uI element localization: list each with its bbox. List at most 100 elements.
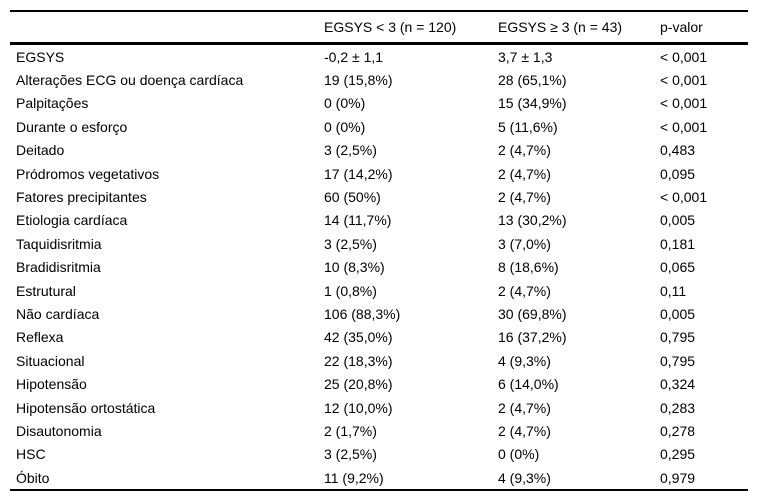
row-label: Situacional — [16, 352, 85, 369]
table-row: Taquidisritmia 3 (2,5%) 3 (7,0%) 0,181 — [10, 232, 748, 255]
cell-egsys-lt3: 10 (8,3%) — [324, 259, 385, 276]
cell-egsys-lt3: 3 (2,5%) — [324, 142, 377, 159]
cell-p-value: 0,795 — [660, 352, 696, 369]
cell-p-value: 0,295 — [660, 446, 696, 463]
cell-egsys-gte3: 15 (34,9%) — [498, 95, 567, 112]
row-label: Alterações ECG ou doença cardíaca — [16, 72, 244, 89]
cell-egsys-gte3: 3,7 ± 1,3 — [498, 48, 553, 65]
row-label: Hipotensão ortostática — [16, 399, 156, 416]
cell-egsys-gte3: 30 (69,8%) — [498, 305, 567, 322]
cell-egsys-lt3: 14 (11,7%) — [324, 212, 392, 229]
cell-egsys-gte3: 2 (4,7%) — [498, 142, 551, 159]
cell-egsys-lt3: 17 (14,2%) — [324, 165, 393, 182]
egsys-comparison-table: EGSYS < 3 (n = 120) EGSYS ≥ 3 (n = 43) p… — [10, 10, 748, 492]
cell-p-value: < 0,001 — [660, 189, 708, 206]
cell-p-value: 0,283 — [660, 399, 696, 416]
cell-egsys-lt3: 0 (0%) — [324, 95, 366, 112]
cell-p-value: 0,979 — [660, 469, 696, 486]
cell-egsys-lt3: 106 (88,3%) — [324, 305, 401, 322]
cell-egsys-lt3: 1 (0,8%) — [324, 282, 377, 299]
row-label: Reflexa — [16, 329, 64, 346]
row-label: Taquidisritmia — [16, 235, 102, 252]
cell-egsys-gte3: 0 (0%) — [498, 446, 540, 463]
cell-egsys-gte3: 13 (30,2%) — [498, 212, 567, 229]
cell-egsys-lt3: 3 (2,5%) — [324, 446, 377, 463]
header-egsys-lt3: EGSYS < 3 (n = 120) — [324, 19, 457, 35]
cell-egsys-gte3: 16 (37,2%) — [498, 329, 567, 346]
cell-egsys-gte3: 4 (9,3%) — [498, 352, 551, 369]
cell-egsys-gte3: 3 (7,0%) — [498, 235, 551, 252]
table-row: Etiologia cardíaca 14 (11,7%) 13 (30,2%)… — [10, 209, 748, 232]
row-label: Durante o esforço — [16, 118, 128, 135]
row-label: Não cardíaca — [16, 305, 100, 322]
table-row: Reflexa 42 (35,0%) 16 (37,2%) 0,795 — [10, 326, 748, 349]
cell-p-value: < 0,001 — [660, 72, 708, 89]
table-row: Palpitações 0 (0%) 15 (34,9%) < 0,001 — [10, 92, 748, 115]
cell-p-value: < 0,001 — [660, 95, 708, 112]
cell-egsys-lt3: 2 (1,7%) — [324, 422, 377, 439]
cell-egsys-gte3: 4 (9,3%) — [498, 469, 551, 486]
row-label: Etiologia cardíaca — [16, 212, 128, 229]
cell-p-value: 0,795 — [660, 329, 696, 346]
cell-egsys-gte3: 2 (4,7%) — [498, 165, 551, 182]
cell-p-value: 0,181 — [660, 235, 696, 252]
table-row: Situacional 22 (18,3%) 4 (9,3%) 0,795 — [10, 349, 748, 372]
cell-p-value: 0,278 — [660, 422, 696, 439]
cell-p-value: 0,483 — [660, 142, 696, 159]
cell-p-value: 0,11 — [660, 282, 687, 299]
table-row: EGSYS -0,2 ± 1,1 3,7 ± 1,3 < 0,001 — [10, 44, 748, 69]
cell-egsys-lt3: 22 (18,3%) — [324, 352, 393, 369]
table-row: Óbito 11 (9,2%) 4 (9,3%) 0,979 — [10, 466, 748, 490]
cell-egsys-gte3: 6 (14,0%) — [498, 376, 559, 393]
cell-egsys-gte3: 8 (18,6%) — [498, 259, 559, 276]
cell-egsys-lt3: 60 (50%) — [324, 189, 381, 206]
cell-p-value: 0,095 — [660, 165, 696, 182]
row-label: Estrutural — [16, 282, 76, 299]
cell-egsys-lt3: 11 (9,2%) — [324, 469, 384, 486]
cell-egsys-lt3: -0,2 ± 1,1 — [324, 48, 384, 65]
row-label: Óbito — [16, 469, 50, 486]
header-row: EGSYS < 3 (n = 120) EGSYS ≥ 3 (n = 43) p… — [10, 11, 748, 44]
row-label: Fatores precipitantes — [16, 189, 147, 206]
header-p-value: p-valor — [660, 19, 703, 35]
row-label: Bradidisritmia — [16, 259, 101, 276]
cell-p-value: 0,005 — [660, 212, 696, 229]
row-label: HSC — [16, 446, 46, 463]
cell-egsys-gte3: 28 (65,1%) — [498, 72, 567, 89]
table-row: Disautonomia 2 (1,7%) 2 (4,7%) 0,278 — [10, 419, 748, 442]
row-label: Deitado — [16, 142, 65, 159]
cell-egsys-gte3: 2 (4,7%) — [498, 282, 551, 299]
cell-egsys-lt3: 3 (2,5%) — [324, 235, 377, 252]
row-label: Disautonomia — [16, 422, 102, 439]
table-row: Pródromos vegetativos 17 (14,2%) 2 (4,7%… — [10, 162, 748, 185]
table-row: Alterações ECG ou doença cardíaca 19 (15… — [10, 68, 748, 91]
cell-p-value: < 0,001 — [660, 48, 708, 65]
table-row: Não cardíaca 106 (88,3%) 30 (69,8%) 0,00… — [10, 302, 748, 325]
table-row: HSC 3 (2,5%) 0 (0%) 0,295 — [10, 443, 748, 466]
cell-p-value: 0,065 — [660, 259, 696, 276]
cell-egsys-lt3: 42 (35,0%) — [324, 329, 393, 346]
row-label: Hipotensão — [16, 376, 87, 393]
table-row: Deitado 3 (2,5%) 2 (4,7%) 0,483 — [10, 139, 748, 162]
table-header: EGSYS < 3 (n = 120) EGSYS ≥ 3 (n = 43) p… — [10, 11, 748, 44]
cell-egsys-lt3: 0 (0%) — [324, 118, 366, 135]
cell-egsys-gte3: 2 (4,7%) — [498, 422, 551, 439]
cell-p-value: 0,324 — [660, 376, 696, 393]
cell-egsys-lt3: 25 (20,8%) — [324, 376, 393, 393]
header-variable-empty — [10, 11, 318, 44]
cell-p-value: < 0,001 — [660, 118, 708, 135]
table-row: Hipotensão 25 (20,8%) 6 (14,0%) 0,324 — [10, 372, 748, 395]
cell-egsys-gte3: 2 (4,7%) — [498, 399, 551, 416]
table-row: Hipotensão ortostática 12 (10,0%) 2 (4,7… — [10, 396, 748, 419]
table-row: Estrutural 1 (0,8%) 2 (4,7%) 0,11 — [10, 279, 748, 302]
table-row: Durante o esforço 0 (0%) 5 (11,6%) < 0,0… — [10, 115, 748, 138]
table-row: Fatores precipitantes 60 (50%) 2 (4,7%) … — [10, 185, 748, 208]
table-row: Bradidisritmia 10 (8,3%) 8 (18,6%) 0,065 — [10, 256, 748, 279]
cell-p-value: 0,005 — [660, 305, 696, 322]
row-label: Pródromos vegetativos — [16, 165, 160, 182]
row-label: Palpitações — [16, 95, 89, 112]
table-body: EGSYS -0,2 ± 1,1 3,7 ± 1,3 < 0,001 Alter… — [10, 44, 748, 491]
cell-egsys-lt3: 12 (10,0%) — [324, 399, 393, 416]
cell-egsys-gte3: 2 (4,7%) — [498, 189, 551, 206]
